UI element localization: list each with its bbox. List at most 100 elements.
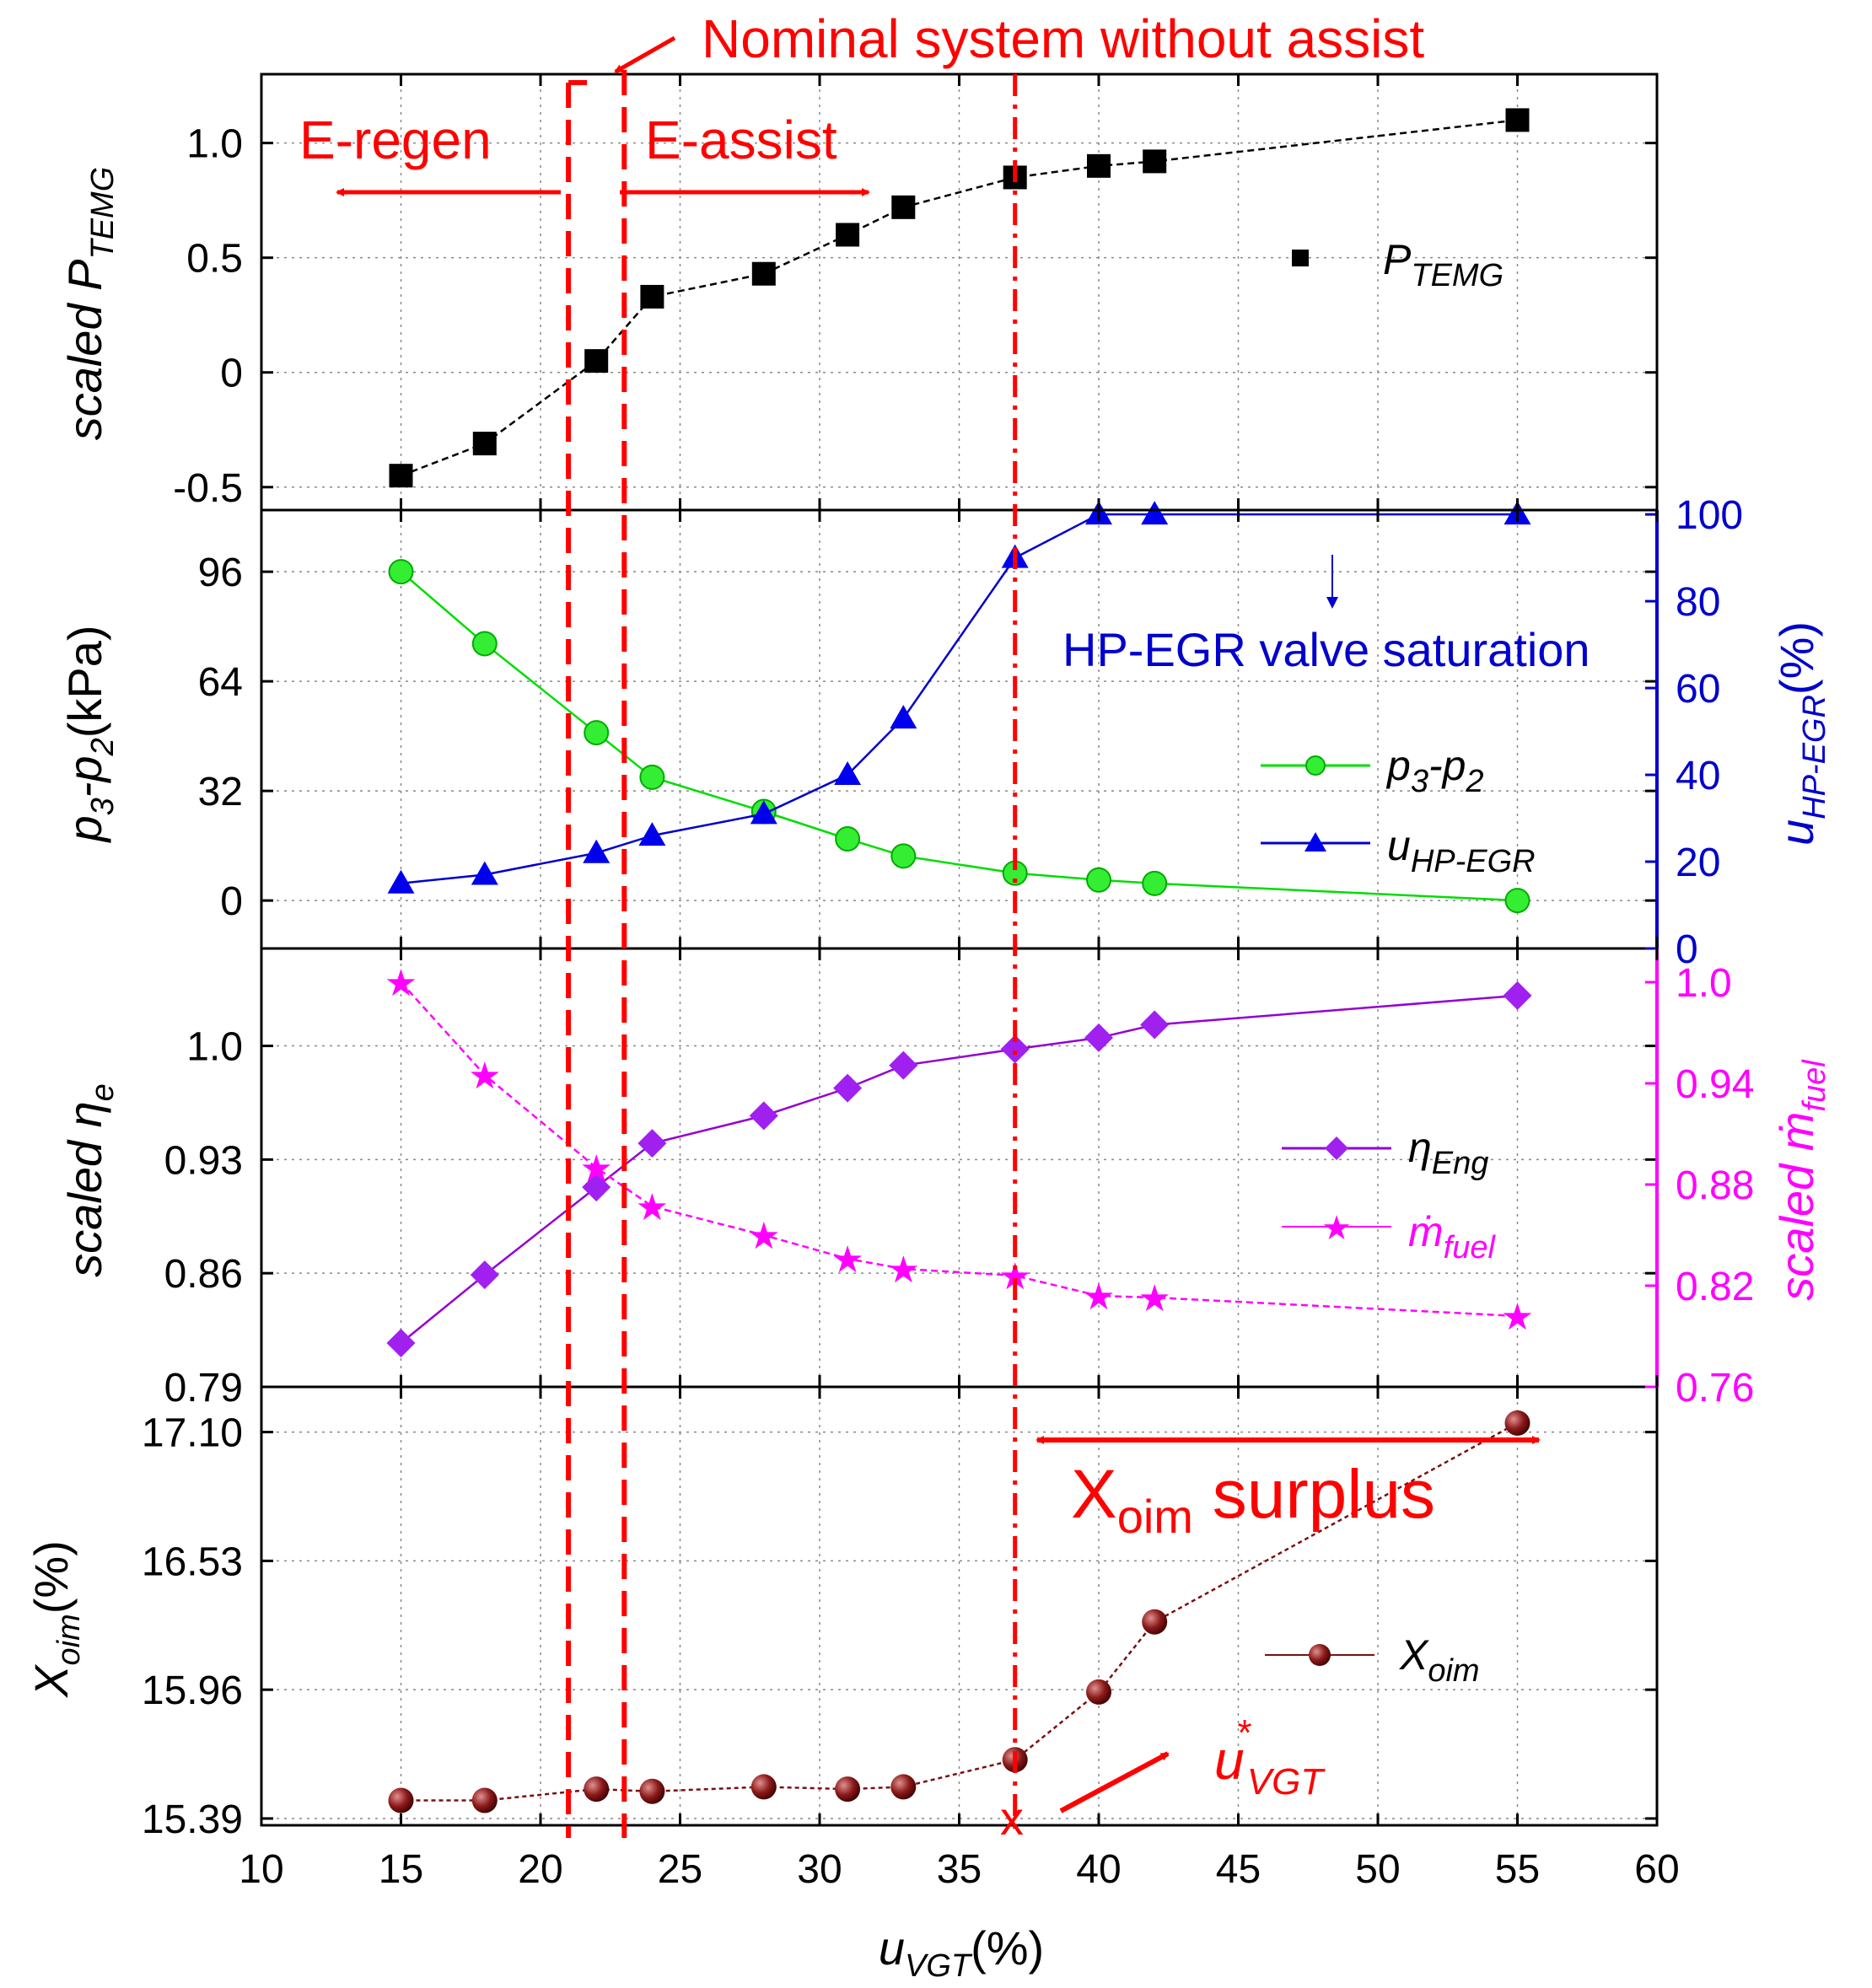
data-point-ptemg-0-1	[472, 432, 497, 456]
y-tick-label: 16.53	[142, 1539, 243, 1584]
data-point-eta-1-8: ★	[1082, 1276, 1115, 1318]
series-layer: ★ ★ ★ ★ ★ ★ ★ ★ ★ ★ ★	[385, 108, 1534, 1813]
data-point-xoim-0-4	[750, 1774, 777, 1800]
legend-eta-marker	[1325, 1136, 1348, 1160]
data-point-xoim-0-0	[388, 1787, 414, 1813]
right-y-tick-label: 0.82	[1676, 1265, 1754, 1309]
data-point-p3p2-1-3	[638, 822, 666, 846]
right-y-tick-label: 20	[1676, 841, 1720, 885]
data-point-p3p2-1-2	[583, 839, 611, 863]
data-point-ptemg-0-2	[584, 349, 609, 373]
legend-uhpegr: uHP-EGR	[1261, 822, 1536, 879]
legend-p3p2: p3-p2	[1261, 742, 1484, 799]
data-point-ptemg-0-5	[836, 223, 860, 247]
data-point-p3p2-1-6	[890, 705, 917, 729]
data-point-eta-1-10: ★	[1501, 1297, 1534, 1338]
data-point-eta-0-3	[637, 1129, 667, 1158]
ylabel-ptemg: scaled PTEMG	[58, 167, 121, 441]
series-line-eta-1	[400, 981, 1518, 1318]
data-point-xoim-0-8	[1086, 1679, 1111, 1705]
data-point-eta-1-3: ★	[636, 1187, 669, 1228]
x-tick-label: 15	[379, 1847, 423, 1892]
data-point-ptemg-0-6	[891, 195, 916, 219]
nominal-arrow	[614, 35, 676, 74]
annotations: Nominal system without assist E-regen E-…	[299, 8, 1590, 1845]
x-tick-label: 55	[1495, 1847, 1540, 1892]
legend-mfuel-label: ṁfuel	[1408, 1208, 1496, 1265]
annotation-uvgt-star: u* VGT	[1214, 1712, 1326, 1803]
annotation-surplus: Xoim surplus	[1071, 1456, 1435, 1543]
data-point-ptemg-0-0	[389, 464, 413, 488]
data-point-ptemg-0-3	[640, 284, 664, 309]
y-tick-label: 0	[220, 879, 243, 924]
right-ylabel-mfuel: scaled ṁfuel	[1770, 1059, 1832, 1301]
data-point-eta-0-4	[749, 1101, 778, 1131]
x-tick-label: 25	[658, 1847, 702, 1892]
data-point-p3p2-1-9	[1141, 501, 1169, 525]
data-point-xoim-0-3	[639, 1778, 665, 1804]
x-tick-label: 35	[937, 1847, 982, 1892]
data-point-eta-0-10	[1503, 981, 1532, 1010]
data-point-ptemg-0-9	[1143, 149, 1167, 174]
data-point-ptemg-0-10	[1505, 108, 1530, 132]
data-point-eta-1-9: ★	[1138, 1278, 1170, 1319]
data-point-p3p2-0-1	[471, 631, 498, 657]
legend-eta: ηEng	[1282, 1124, 1488, 1181]
right-y-tick-label: 0.88	[1676, 1163, 1754, 1208]
y-tick-label: 15.39	[142, 1797, 243, 1842]
data-point-xoim-0-1	[471, 1787, 498, 1813]
annotation-nominal: Nominal system without assist	[702, 8, 1424, 69]
hp-egr-arrow-head	[1326, 597, 1338, 609]
data-point-xoim-0-10	[1504, 1410, 1530, 1436]
data-point-p3p2-0-6	[890, 843, 917, 869]
legend-ptemg-marker	[1292, 250, 1309, 266]
ylabel-xoim: Xoim(%)	[24, 1540, 87, 1699]
annotation-e-regen: E-regen	[299, 110, 492, 170]
data-point-xoim-0-9	[1142, 1609, 1168, 1635]
data-point-p3p2-1-1	[471, 861, 498, 885]
right-ylabel-uhpegr: uHP-EGR(%)	[1770, 621, 1832, 846]
legend-mfuel-marker: ★	[1321, 1210, 1352, 1247]
legend-xoim-marker	[1309, 1644, 1331, 1666]
data-point-ptemg-0-4	[751, 261, 776, 286]
x-tick-label: 10	[239, 1847, 283, 1892]
right-y-tick-label: 0.76	[1676, 1366, 1754, 1410]
legend-p3p2-label: p3-p2	[1385, 742, 1484, 799]
legend-mfuel: ★ ṁfuel	[1282, 1208, 1496, 1265]
ylabel-p3p2: p3-p2(kPa)	[58, 625, 121, 843]
y-tick-label: 1.0	[186, 122, 243, 167]
y-tick-label: 64	[198, 660, 243, 705]
x-tick-label: 20	[518, 1847, 562, 1892]
data-point-p3p2-0-3	[639, 764, 665, 790]
y-tick-label: 15.96	[142, 1668, 243, 1713]
data-point-ptemg-0-8	[1087, 153, 1111, 178]
data-point-p3p2-0-9	[1142, 870, 1168, 896]
legend-ptemg: PTEMG	[1292, 236, 1504, 293]
data-point-p3p2-0-5	[835, 826, 861, 852]
data-point-eta-0-9	[1140, 1010, 1170, 1040]
y-tick-label: 0.93	[164, 1138, 243, 1183]
y-tick-label: 0	[220, 352, 243, 396]
data-point-xoim-0-2	[584, 1776, 610, 1803]
data-point-eta-1-6: ★	[887, 1249, 920, 1291]
right-y-tick-label: 0.94	[1676, 1062, 1754, 1107]
legend-ptemg-label: PTEMG	[1383, 236, 1504, 293]
data-point-eta-0-8	[1084, 1023, 1113, 1052]
y-tick-label: -0.5	[173, 466, 243, 511]
ylabel-eta: scaled ηe	[58, 1083, 121, 1277]
data-point-eta-0-1	[470, 1260, 499, 1290]
data-point-eta-0-5	[833, 1073, 863, 1103]
data-point-xoim-0-6	[890, 1774, 917, 1800]
xlabel: uVGT(%)	[879, 1921, 1044, 1984]
data-point-eta-0-0	[386, 1329, 416, 1357]
x-tick-label: 30	[797, 1847, 842, 1892]
uvgt-star-arrow	[1059, 1751, 1170, 1813]
legend-uhpegr-marker	[1304, 832, 1326, 852]
x-tick-label: 60	[1634, 1847, 1679, 1892]
y-tick-label: 0.79	[164, 1366, 243, 1410]
y-tick-label: 0.5	[186, 237, 243, 282]
data-point-p3p2-0-2	[584, 720, 610, 746]
right-y-tick-label: 80	[1676, 580, 1720, 625]
right-y-tick-label: 100	[1676, 493, 1743, 538]
